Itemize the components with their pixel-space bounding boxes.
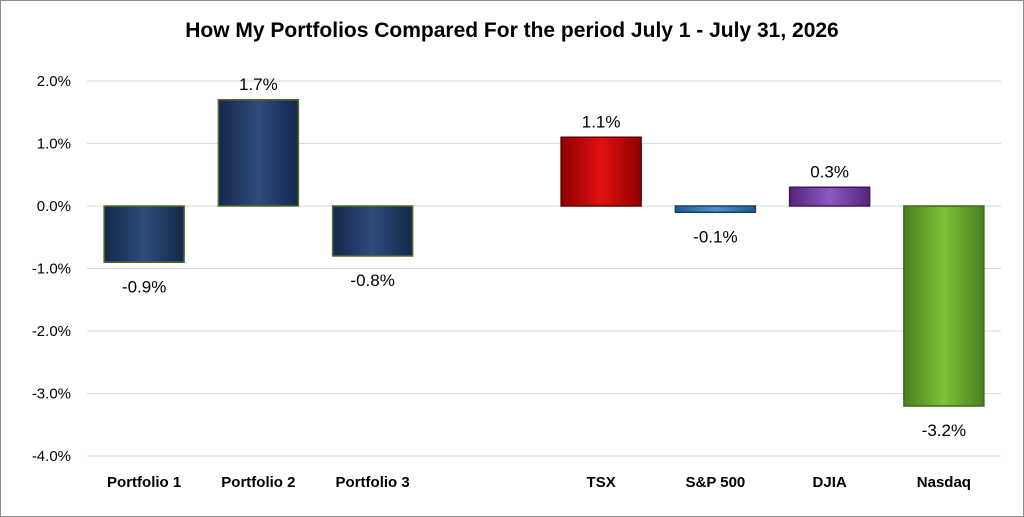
data-label: 1.7% <box>239 75 278 94</box>
bar <box>903 205 985 407</box>
data-label: -0.8% <box>350 271 394 290</box>
y-tick-label: 0.0% <box>37 198 71 215</box>
category-label: Nasdaq <box>917 474 971 491</box>
bar <box>217 99 300 207</box>
bar <box>674 205 757 213</box>
bar <box>103 205 185 263</box>
y-tick-label: -3.0% <box>32 386 71 403</box>
y-tick-label: 2.0% <box>37 73 71 90</box>
y-tick-label: -2.0% <box>32 323 71 340</box>
data-label: -0.1% <box>693 227 737 246</box>
category-label: S&P 500 <box>685 474 745 491</box>
data-label: 0.3% <box>810 162 849 181</box>
category-label: Portfolio 1 <box>107 474 181 491</box>
chart-title: How My Portfolios Compared For the perio… <box>185 19 839 42</box>
bar <box>788 186 871 207</box>
data-label: -3.2% <box>922 421 966 440</box>
category-label: Portfolio 3 <box>336 474 410 491</box>
data-label: -0.9% <box>122 277 166 296</box>
category-label: Portfolio 2 <box>221 474 295 491</box>
bar <box>331 205 414 257</box>
y-tick-label: -4.0% <box>32 448 71 465</box>
category-label: TSX <box>587 474 616 491</box>
category-label: DJIA <box>813 474 847 491</box>
y-tick-label: -1.0% <box>32 261 71 278</box>
bar <box>560 136 642 207</box>
y-tick-label: 1.0% <box>37 136 71 153</box>
data-label: 1.1% <box>582 112 621 131</box>
